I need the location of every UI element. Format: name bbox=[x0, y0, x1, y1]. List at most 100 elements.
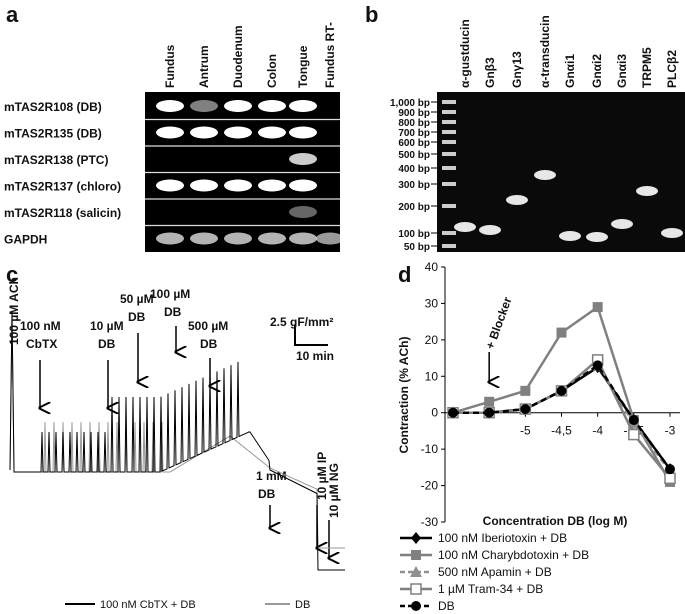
ladder-label: 600 bp bbox=[398, 138, 430, 149]
gel bbox=[437, 92, 685, 252]
ladder-label: 50 bp bbox=[404, 242, 430, 253]
band bbox=[559, 231, 581, 241]
band bbox=[289, 179, 317, 192]
ladder-band bbox=[442, 182, 456, 186]
band bbox=[611, 219, 633, 229]
band bbox=[224, 100, 252, 112]
ladder-band bbox=[442, 100, 456, 104]
annotation: 500 µM bbox=[188, 319, 228, 333]
panel-a: a Fundus Antrum Duodenum Colon Tongue Fundus … bbox=[4, 2, 344, 252]
marker bbox=[411, 550, 421, 560]
ladder-label: 1,000 bp bbox=[390, 98, 430, 109]
scale-label: 10 min bbox=[296, 349, 334, 363]
marker bbox=[410, 583, 422, 595]
marker bbox=[484, 396, 495, 407]
annotation: 50 µM bbox=[120, 292, 154, 306]
band bbox=[316, 232, 344, 245]
ladder-band bbox=[442, 140, 456, 144]
band bbox=[258, 126, 286, 139]
legend-label: DB bbox=[295, 599, 310, 611]
row-label: mTAS2R138 (PTC) bbox=[4, 153, 108, 167]
y-tick-label: 30 bbox=[425, 296, 439, 310]
legend-label: DB bbox=[438, 599, 455, 613]
band bbox=[190, 126, 218, 139]
column-label: Gnαi2 bbox=[590, 54, 604, 88]
ladder-label: 300 bp bbox=[398, 180, 430, 191]
column-label: α-transducin bbox=[538, 15, 552, 88]
band bbox=[224, 126, 252, 139]
marker bbox=[520, 385, 531, 396]
band bbox=[289, 100, 317, 112]
band bbox=[454, 222, 476, 232]
legend-label: 100 nM CbTX + DB bbox=[100, 599, 196, 611]
ladder-band bbox=[442, 120, 456, 124]
band bbox=[534, 170, 556, 180]
annotation: DB bbox=[200, 337, 218, 351]
row-label: mTAS2R137 (chloro) bbox=[4, 180, 121, 194]
marker bbox=[665, 464, 675, 475]
band bbox=[289, 126, 317, 139]
annotation: 100 µM bbox=[150, 287, 190, 301]
panel-letter: a bbox=[6, 2, 19, 27]
marker bbox=[592, 302, 603, 313]
column-label: Gnβ3 bbox=[483, 57, 497, 88]
row-label: mTAS2R135 (DB) bbox=[4, 127, 102, 141]
marker bbox=[411, 601, 421, 611]
annotation: DB bbox=[128, 310, 146, 324]
column-label: Gnαi1 bbox=[563, 54, 577, 88]
band bbox=[258, 232, 286, 245]
panel-c: c 100 µM ACh 100 nM CbTX 10 µM DB 50 µM … bbox=[6, 262, 345, 611]
y-tick-label: 10 bbox=[425, 369, 439, 383]
marker bbox=[556, 327, 567, 338]
band bbox=[661, 228, 683, 238]
ladder-band bbox=[442, 110, 456, 114]
marker bbox=[448, 407, 458, 418]
trace bbox=[9, 311, 345, 549]
column-label: Fundus bbox=[163, 44, 177, 88]
x-tick-label: -5 bbox=[520, 424, 531, 438]
panel-b: b α-gustducin Gnβ3 Gnγ13 α-transducin Gnαi1 G… bbox=[365, 2, 685, 253]
x-tick-label: -4 bbox=[592, 424, 603, 438]
ladder-band bbox=[442, 244, 456, 248]
marker bbox=[556, 385, 567, 396]
row-label: mTAS2R118 (salicin) bbox=[4, 206, 121, 220]
y-tick-label: -30 bbox=[421, 515, 439, 529]
ladder-label: 100 bp bbox=[398, 229, 430, 240]
annotation: DB bbox=[98, 337, 116, 351]
column-label: Colon bbox=[265, 54, 279, 88]
band bbox=[258, 179, 286, 192]
band bbox=[289, 232, 317, 245]
scale-label: 2.5 gF/mm² bbox=[270, 315, 333, 329]
x-tick-label: -3 bbox=[665, 424, 676, 438]
y-tick-label: -10 bbox=[421, 442, 439, 456]
y-tick-label: 40 bbox=[425, 260, 439, 274]
ladder-label: 700 bp bbox=[398, 128, 430, 139]
panel-letter: d bbox=[398, 262, 411, 287]
ladder-label: 400 bp bbox=[398, 164, 430, 175]
annotation: + Blocker bbox=[483, 295, 515, 351]
annotation: DB bbox=[258, 487, 276, 501]
column-label: Gnγ13 bbox=[510, 51, 524, 88]
y-tick-label: 20 bbox=[425, 333, 439, 347]
panel-d: d Contraction (% ACh) Concentration DB (… bbox=[397, 260, 680, 613]
marker bbox=[410, 566, 422, 577]
ladder-label: 800 bp bbox=[398, 118, 430, 129]
column-label: TRPM5 bbox=[640, 47, 654, 88]
band bbox=[506, 195, 528, 205]
marker bbox=[592, 360, 603, 371]
column-label: Gnαi3 bbox=[615, 54, 629, 88]
legend-label: 100 nM Charybdotoxin + DB bbox=[438, 548, 589, 562]
band bbox=[636, 186, 658, 196]
ladder-band bbox=[442, 166, 456, 170]
band bbox=[190, 179, 218, 192]
marker bbox=[484, 407, 495, 418]
column-label: Duodenum bbox=[231, 25, 245, 88]
band bbox=[156, 126, 184, 139]
legend-label: 500 nM Apamin + DB bbox=[438, 565, 552, 579]
ladder-label: 200 bp bbox=[398, 202, 430, 213]
band bbox=[156, 232, 184, 245]
x-axis-label: Concentration DB (log M) bbox=[483, 514, 628, 528]
column-label: Antrum bbox=[197, 45, 211, 88]
annotation: 100 nM bbox=[20, 319, 61, 333]
band bbox=[224, 179, 252, 192]
